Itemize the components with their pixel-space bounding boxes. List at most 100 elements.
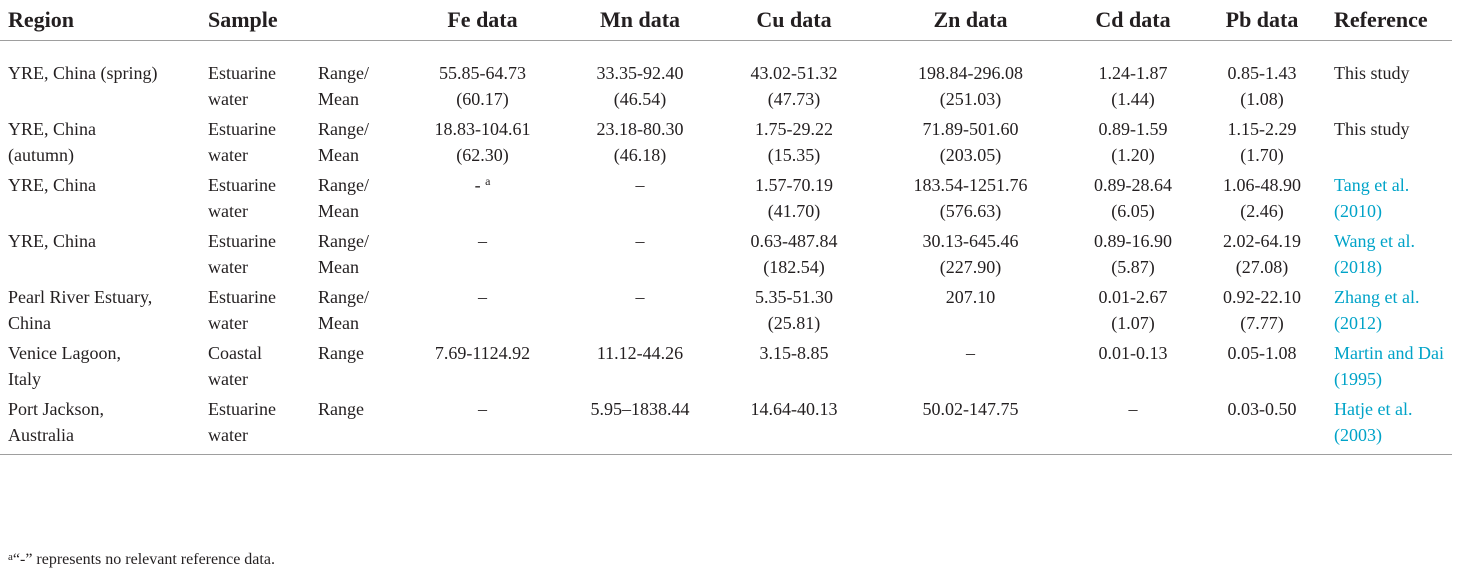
header-cd: Cd data bbox=[1068, 0, 1198, 41]
cell-text: (7.77) bbox=[1240, 313, 1284, 333]
footnote-text: “-” represents no relevant reference dat… bbox=[12, 551, 275, 568]
cell-text: Mean bbox=[318, 89, 359, 109]
reference-link[interactable]: Tang et al. bbox=[1334, 175, 1410, 195]
cell-fe: – bbox=[400, 224, 565, 280]
cell-text: 18.83-104.61 bbox=[434, 119, 531, 139]
cell-cd: 0.01-0.13 bbox=[1068, 336, 1198, 392]
reference-link[interactable]: (2010) bbox=[1334, 201, 1382, 221]
cell-text: Pearl River Estuary, bbox=[8, 287, 153, 307]
cell-text: (576.63) bbox=[939, 201, 1002, 221]
cell-zn: – bbox=[873, 336, 1068, 392]
cell-reference[interactable]: Wang et al. (2018) bbox=[1326, 224, 1452, 280]
cell-text: 207.10 bbox=[945, 287, 996, 307]
cell-text: Port Jackson, bbox=[8, 399, 104, 419]
cell-text: (5.87) bbox=[1111, 257, 1155, 277]
cell-text: water bbox=[208, 425, 248, 445]
cell-text: (1.20) bbox=[1111, 145, 1155, 165]
cell-region: YRE, China bbox=[0, 224, 200, 280]
cell-text: 33.35-92.40 bbox=[596, 63, 684, 83]
cell-text: 0.05-1.08 bbox=[1227, 343, 1297, 363]
cell-fe: 18.83-104.61 (62.30) bbox=[400, 112, 565, 168]
cell-text: (60.17) bbox=[456, 89, 509, 109]
cell-pb: 1.06-48.90 (2.46) bbox=[1198, 168, 1326, 224]
cell-text: 1.15-2.29 bbox=[1227, 119, 1297, 139]
cell-pb: 2.02-64.19 (27.08) bbox=[1198, 224, 1326, 280]
cell-text: Australia bbox=[8, 425, 74, 445]
cell-pb: 1.15-2.29 (1.70) bbox=[1198, 112, 1326, 168]
table-row: YRE, China Estuarine water Range/Mean - a –1.… bbox=[0, 168, 1452, 224]
cell-text: 183.54-1251.76 bbox=[913, 175, 1028, 195]
cell-text: Estuarine bbox=[208, 287, 276, 307]
cell-text: 71.89-501.60 bbox=[922, 119, 1019, 139]
header-cu: Cu data bbox=[715, 0, 873, 41]
cell-reference[interactable]: Hatje et al. (2003) bbox=[1326, 392, 1452, 455]
reference-link[interactable]: Zhang et al. bbox=[1334, 287, 1420, 307]
cell-reference[interactable]: Tang et al. (2010) bbox=[1326, 168, 1452, 224]
reference-link[interactable]: Martin and Dai bbox=[1334, 343, 1444, 363]
cell-zn: 30.13-645.46 (227.90) bbox=[873, 224, 1068, 280]
reference-link[interactable]: Wang et al. bbox=[1334, 231, 1416, 251]
cell-sample: Coastal water bbox=[200, 336, 310, 392]
cell-stat: Range bbox=[310, 336, 400, 392]
header-sample: Sample bbox=[200, 0, 310, 41]
header-mn: Mn data bbox=[565, 0, 715, 41]
cell-text: – bbox=[635, 287, 645, 307]
cell-text: 1.75-29.22 bbox=[755, 119, 833, 139]
cell-text: 55.85-64.73 bbox=[439, 63, 526, 83]
cell-text: (25.81) bbox=[767, 313, 821, 333]
header-pb: Pb data bbox=[1198, 0, 1326, 41]
cell-stat: Range/Mean bbox=[310, 112, 400, 168]
cell-sample: Estuarine water bbox=[200, 41, 310, 113]
cell-text: Italy bbox=[8, 369, 41, 389]
cell-reference[interactable]: Martin and Dai (1995) bbox=[1326, 336, 1452, 392]
cell-text: (46.18) bbox=[613, 145, 667, 165]
cell-fe: - a bbox=[400, 168, 565, 224]
reference-link[interactable]: (2003) bbox=[1334, 425, 1382, 445]
cell-cu: 14.64-40.13 bbox=[715, 392, 873, 455]
cell-cd: 0.89-28.64 (6.05) bbox=[1068, 168, 1198, 224]
cell-text: (27.08) bbox=[1235, 257, 1289, 277]
cell-fe: 7.69-1124.92 bbox=[400, 336, 565, 392]
cell-text: This study bbox=[1334, 119, 1410, 139]
cell-mn: 11.12-44.26 bbox=[565, 336, 715, 392]
cell-text: YRE, China (spring) bbox=[8, 63, 158, 83]
cell-text: China bbox=[8, 313, 51, 333]
reference-link[interactable]: (1995) bbox=[1334, 369, 1382, 389]
cell-region: Port Jackson, Australia bbox=[0, 392, 200, 455]
cell-text: (41.70) bbox=[767, 201, 821, 221]
cell-mn: 23.18-80.30 (46.18) bbox=[565, 112, 715, 168]
cell-text: 0.01-2.67 bbox=[1098, 287, 1168, 307]
cell-stat: Range/Mean bbox=[310, 224, 400, 280]
cell-cd: 0.01-2.67 (1.07) bbox=[1068, 280, 1198, 336]
cell-text: (1.70) bbox=[1240, 145, 1284, 165]
cell-zn: 207.10 bbox=[873, 280, 1068, 336]
cell-text: (182.54) bbox=[763, 257, 825, 277]
cell-region: YRE, China bbox=[0, 168, 200, 224]
cell-stat: Range/Mean bbox=[310, 280, 400, 336]
footnote-marker: a bbox=[8, 551, 13, 563]
reference-link[interactable]: (2018) bbox=[1334, 257, 1382, 277]
cell-mn: – bbox=[565, 168, 715, 224]
table-row: YRE, China (autumn) Estuarine water Range/Me… bbox=[0, 112, 1452, 168]
cell-text: 1.06-48.90 bbox=[1223, 175, 1301, 195]
cell-zn: 183.54-1251.76 (576.63) bbox=[873, 168, 1068, 224]
cell-reference[interactable]: Zhang et al. (2012) bbox=[1326, 280, 1452, 336]
cell-text: - bbox=[474, 175, 486, 195]
cell-sample: Estuarine water bbox=[200, 280, 310, 336]
cell-text: Range/ bbox=[318, 287, 369, 307]
reference-link[interactable]: (2012) bbox=[1334, 313, 1382, 333]
cell-text: 0.92-22.10 bbox=[1223, 287, 1301, 307]
cell-text: water bbox=[208, 89, 248, 109]
cell-text: Range/ bbox=[318, 175, 369, 195]
cell-region: YRE, China (autumn) bbox=[0, 112, 200, 168]
cell-cd: 0.89-1.59 (1.20) bbox=[1068, 112, 1198, 168]
cell-text: Venice Lagoon, bbox=[8, 343, 121, 363]
cell-text: 0.01-0.13 bbox=[1098, 343, 1168, 363]
cell-text: 50.02-147.75 bbox=[922, 399, 1019, 419]
cell-cu: 5.35-51.30 (25.81) bbox=[715, 280, 873, 336]
cell-text: 1.57-70.19 bbox=[755, 175, 833, 195]
header-fe: Fe data bbox=[400, 0, 565, 41]
reference-link[interactable]: Hatje et al. bbox=[1334, 399, 1413, 419]
header-zn: Zn data bbox=[873, 0, 1068, 41]
cell-text: – bbox=[478, 399, 487, 419]
